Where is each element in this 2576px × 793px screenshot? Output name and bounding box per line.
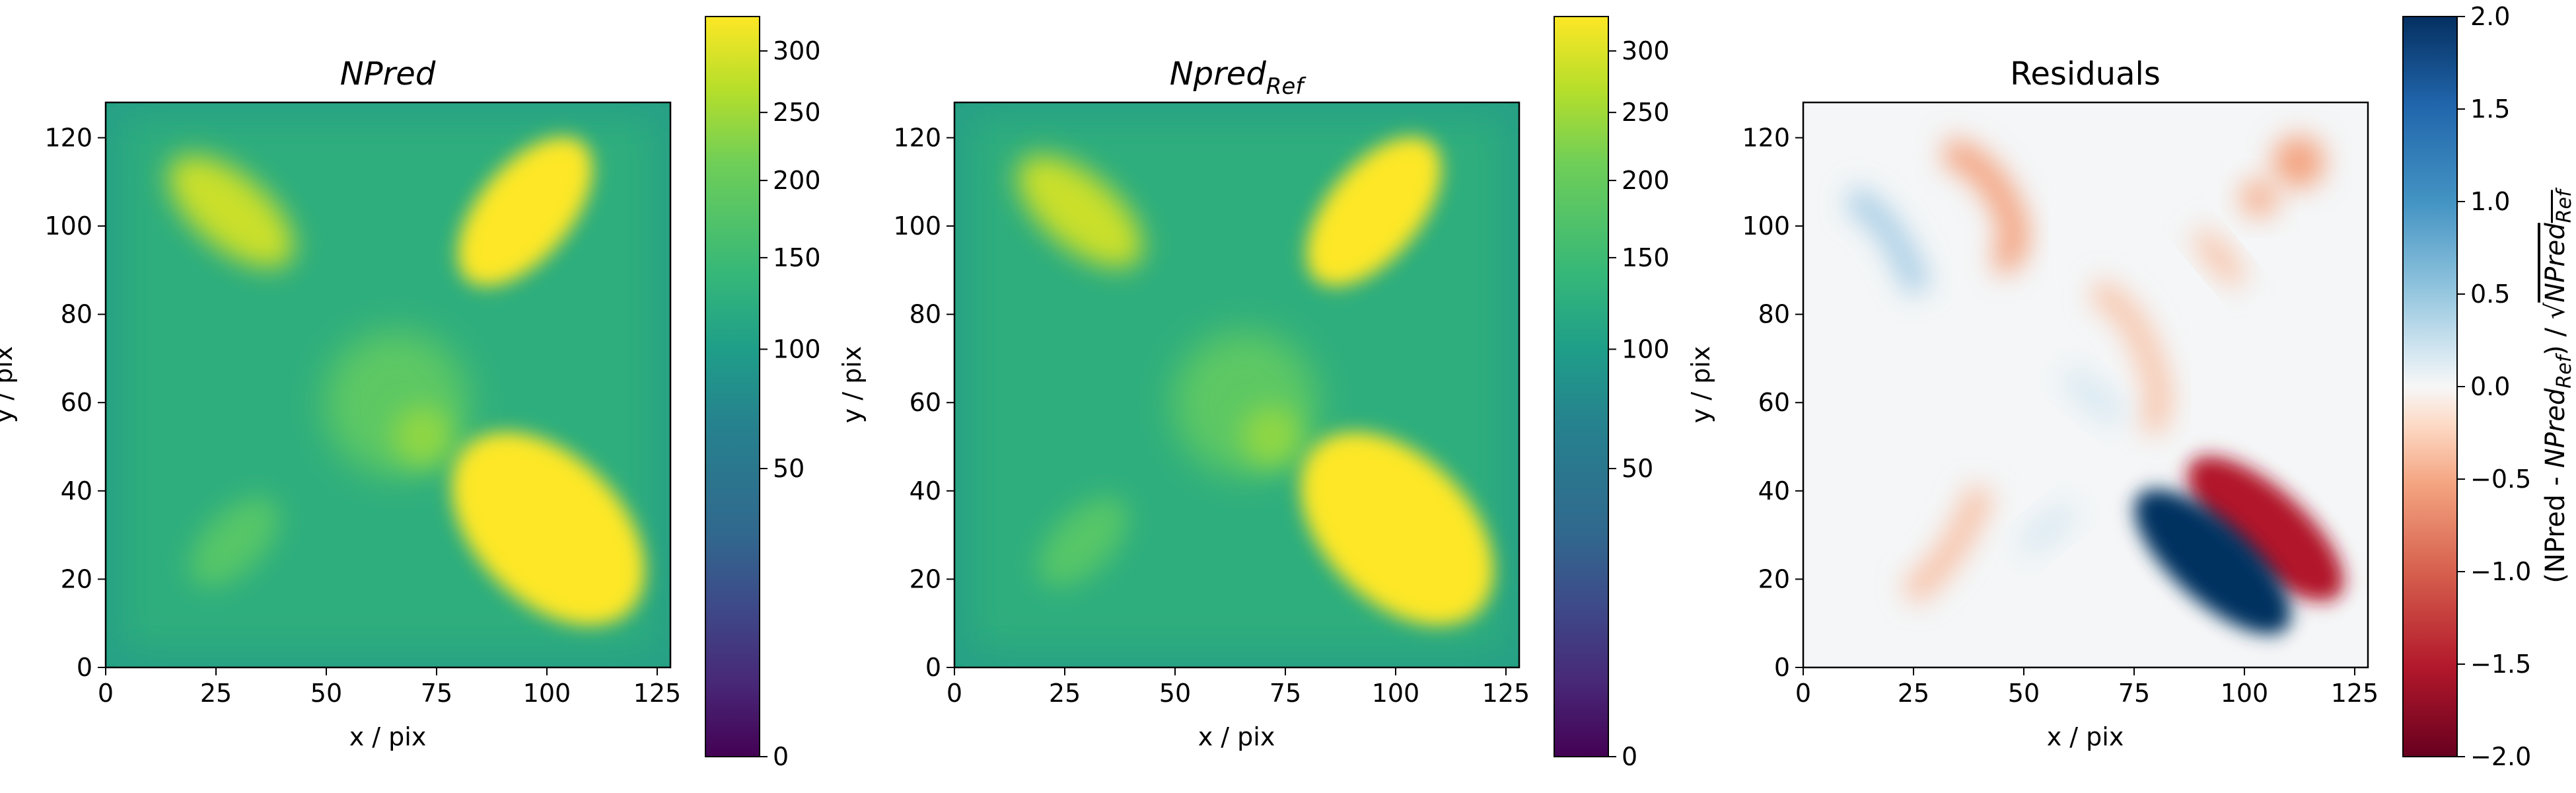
- colorbar-tick-label: 300: [773, 36, 821, 65]
- colorbar-tick-label: 50: [773, 454, 805, 483]
- y-axis-label: y / pix: [838, 346, 867, 424]
- y-ticks: 0 20 40 60 80 100 120: [44, 123, 106, 682]
- x-tick-label: 75: [1270, 679, 1301, 708]
- y-tick-label: 40: [910, 476, 941, 506]
- title-subscript: Ref: [1266, 73, 1307, 100]
- chart-title: NPred: [340, 56, 436, 93]
- axes-frame: [104, 101, 672, 669]
- chart-title: Residuals: [2010, 56, 2161, 93]
- colorbar-frame: [705, 16, 760, 757]
- colorbar-tick-label: 250: [1622, 98, 1670, 127]
- y-ticks: 0 20 40 60 80 100 120: [1742, 123, 1803, 682]
- y-tick-label: 120: [893, 123, 941, 152]
- colorbar-tick-label: 50: [1622, 454, 1653, 483]
- x-tick-label: 100: [523, 679, 571, 708]
- colorbar: [2403, 17, 2457, 757]
- y-tick-label: 80: [61, 300, 92, 329]
- y-tick-label: 40: [61, 476, 92, 506]
- colorbar-tick-label: 1.5: [2470, 94, 2510, 124]
- heatmap-residuals: [1803, 102, 2368, 667]
- x-axis-label: x / pix: [2047, 722, 2124, 751]
- x-tick-label: 50: [1159, 679, 1191, 708]
- y-tick-label: 20: [910, 564, 941, 593]
- x-tick-label: 125: [633, 679, 682, 708]
- colorbar-tick-label: 200: [773, 166, 821, 195]
- y-tick-label: 20: [1758, 564, 1790, 593]
- colorbar-tick-label: −0.5: [2470, 465, 2531, 494]
- y-tick-label: 60: [1758, 388, 1790, 417]
- y-tick-label: 0: [925, 653, 941, 682]
- colorbar-tick-label: 0: [1622, 742, 1637, 771]
- panel-residuals: Residuals 0 25 50 75 100 125 020406080100120 …: [1686, 2, 2576, 771]
- colorbar-tick-label: 100: [1622, 334, 1670, 363]
- y-tick-label: 100: [893, 211, 941, 241]
- y-tick-label: 80: [1758, 300, 1790, 329]
- title-main: Npred: [1170, 56, 1267, 93]
- colorbar-label: (NPred - NPredRef) / √NPredRef: [2540, 187, 2576, 584]
- x-tick-label: 75: [421, 679, 452, 708]
- heatmap-npred: [106, 102, 670, 667]
- colorbar: [1554, 17, 1608, 757]
- x-tick-label: 100: [1372, 679, 1420, 708]
- x-tick-label: 0: [1795, 679, 1811, 708]
- panel-npred: NPred 0 25 50 75 100 125 0 20 40 60 80 100 120 x / …: [0, 16, 821, 771]
- colorbar-tick-label: 100: [773, 334, 821, 363]
- y-tick-label: 0: [1774, 653, 1790, 682]
- colorbar-ticks: −2.0 −1.5 −1.0 −0.5 0.0 0.5 1.0 1.5 2.0: [2457, 2, 2531, 771]
- colorbar-tick-label: −1.5: [2470, 650, 2531, 679]
- x-tick-label: 0: [947, 679, 962, 708]
- y-tick-label: 80: [910, 300, 941, 329]
- x-tick-label: 50: [2008, 679, 2040, 708]
- x-axis-label: x / pix: [1198, 722, 1275, 751]
- y-tick-label: 100: [44, 211, 92, 241]
- colorbar-tick-label: 0.0: [2470, 372, 2510, 401]
- x-tick-label: 125: [1482, 679, 1530, 708]
- colorbar-tick-label: 0: [773, 742, 789, 771]
- colorbar-frame: [1554, 16, 1609, 757]
- colorbar-ticks: 0 50 100 150 200 250 300: [1608, 36, 1670, 771]
- y-ticks: 0 20 40 60 80 100 120: [893, 123, 954, 682]
- colorbar-tick-label: 2.0: [2470, 2, 2510, 31]
- y-tick-label: 0: [77, 653, 92, 682]
- colorbar-tick-label: 200: [1622, 166, 1670, 195]
- x-ticks: 0 25 50 75 100 125: [947, 667, 1530, 708]
- colorbar: [705, 17, 760, 757]
- colorbar-tick-label: −2.0: [2470, 742, 2531, 771]
- x-tick-label: 25: [1898, 679, 1929, 708]
- y-tick-label: 120: [44, 123, 92, 152]
- heatmap-npred-ref: [954, 102, 1519, 667]
- y-tick-label: 40: [1758, 476, 1790, 506]
- y-tick-label: 20: [61, 564, 92, 593]
- colorbar-tick-label: −1.0: [2470, 557, 2531, 586]
- panel-npred-ref: NpredRef 0 25 50 75 100 125 0 20 40 60 80 100 120 x…: [838, 16, 1670, 771]
- colorbar-tick-label: 250: [773, 98, 821, 127]
- y-axis-label: y / pix: [1686, 346, 1715, 424]
- x-ticks: 0 25 50 75 100 125: [1795, 667, 2379, 708]
- x-tick-label: 75: [2118, 679, 2150, 708]
- x-tick-label: 100: [2221, 679, 2269, 708]
- x-tick-label: 50: [310, 679, 342, 708]
- x-axis-label: x / pix: [349, 722, 427, 751]
- colorbar-tick-label: 1.0: [2470, 187, 2510, 216]
- y-tick-label: 120: [1742, 123, 1790, 152]
- y-tick-label: 100: [1742, 211, 1790, 241]
- x-ticks: 0 25 50 75 100 125: [98, 667, 681, 708]
- colorbar-tick-label: 300: [1622, 36, 1670, 65]
- x-tick-label: 125: [2331, 679, 2379, 708]
- y-axis-label: y / pix: [0, 346, 18, 424]
- colorbar-tick-label: 150: [773, 243, 821, 272]
- y-tick-label: 60: [910, 388, 941, 417]
- axes-frame: [953, 101, 1521, 669]
- axes-frame: [1802, 101, 2369, 669]
- colorbar-ticks: 0 50 100 150 200 250 300: [760, 36, 821, 771]
- x-tick-label: 25: [200, 679, 232, 708]
- y-tick-label: 60: [61, 388, 92, 417]
- x-tick-label: 25: [1049, 679, 1081, 708]
- chart-title: NpredRef: [1170, 56, 1307, 100]
- x-tick-label: 0: [98, 679, 114, 708]
- colorbar-tick-label: 150: [1622, 243, 1670, 272]
- colorbar-tick-label: 0.5: [2470, 280, 2510, 309]
